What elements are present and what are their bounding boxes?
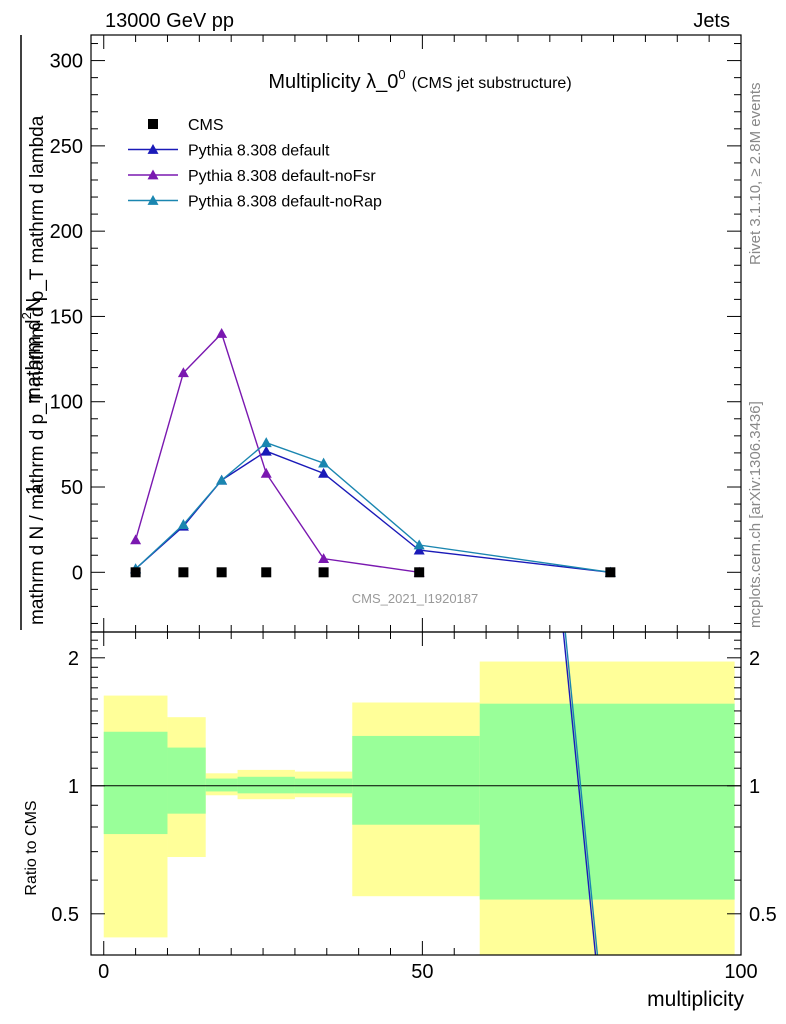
series-point-2-3 <box>260 467 272 478</box>
series-point-1-3 <box>260 445 272 456</box>
series-line-3 <box>135 441 611 573</box>
series-point-2-0 <box>130 534 142 545</box>
ratio-y-axis-title: Ratio to CMS <box>23 800 40 895</box>
legend: CMS Pythia 8.308 default Pythia 8.308 defa… <box>128 117 382 211</box>
y-axis-title: 1mathrm d2N mathrm d N / mathrm d p_T ma… <box>19 35 48 630</box>
series-point-3-1 <box>177 519 189 529</box>
legend-marker <box>148 119 158 129</box>
data-point-3 <box>261 567 272 578</box>
x-tick-label: 0 <box>98 961 109 983</box>
legend-label: Pythia 8.308 default-noFsr <box>188 168 376 185</box>
data-point-0 <box>130 567 141 578</box>
ratio-band-inner-0 <box>103 731 168 835</box>
plot-title: Multiplicity λ_00(CMS jet substructure) <box>268 67 571 93</box>
ratio-y-tick-label-right: 2 <box>749 648 760 670</box>
legend-label: Pythia 8.308 default <box>188 143 330 160</box>
watermark: CMS_2021_I1920187 <box>352 591 479 606</box>
ratio-frame <box>90 631 742 956</box>
data-point-5 <box>414 567 425 578</box>
series-point-3-4 <box>318 457 330 468</box>
y-tick-label: 0 <box>72 562 83 584</box>
ratio-panel: 0.5 0.5 1 1 2 2 <box>51 631 777 956</box>
legend-label: CMS <box>188 117 224 134</box>
legend-entry-1: Pythia 8.308 default <box>128 143 330 160</box>
legend-entry-2: Pythia 8.308 default-noFsr <box>128 168 376 185</box>
series-point-2-2 <box>216 328 228 338</box>
ratio-y-tick-label: 1 <box>68 776 79 798</box>
ratio-series-line-1 <box>564 632 599 955</box>
legend-marker <box>147 169 159 180</box>
source-label: mcplots.cern.ch [arXiv:1306.3436] <box>747 401 764 628</box>
y-axis-title-numerator: 1mathrm d2N <box>19 298 45 495</box>
rivet-version-label: Rivet 3.1.10, ≥ 2.8M events <box>747 83 764 266</box>
series-point-3-3 <box>260 437 272 448</box>
y-axis-title-denominator: mathrm d N / mathrm d p_T mathrm d p_T m… <box>27 115 48 625</box>
y-tick-label: 200 <box>50 221 83 243</box>
ratio-band-inner-3 <box>237 776 295 794</box>
ratio-band-inner-2 <box>205 778 238 792</box>
ratio-band-inner-5 <box>352 735 480 825</box>
x-axis-title: multiplicity <box>647 988 744 1011</box>
y-tick-label: 250 <box>50 136 83 158</box>
series-point-2-4 <box>318 553 330 564</box>
ratio-y-tick-label-right: 1 <box>749 776 760 798</box>
y-tick-label: 150 <box>50 306 83 328</box>
ratio-content <box>91 632 741 955</box>
legend-entry-0: CMS <box>148 117 224 134</box>
data-point-2 <box>216 567 227 578</box>
data-point-4 <box>318 567 329 578</box>
series-line-2 <box>134 332 420 573</box>
data-point-6 <box>605 567 616 578</box>
series-point-1-4 <box>318 467 330 478</box>
header-left: 13000 GeV pp <box>105 10 234 32</box>
ratio-band-inner-1 <box>167 747 206 814</box>
ratio-y-tick-label-right: 0.5 <box>749 904 777 926</box>
series-point-3-5 <box>413 539 425 550</box>
ratio-band-inner-6 <box>479 703 735 900</box>
x-tick-label: 50 <box>411 961 433 983</box>
y-tick-label: 300 <box>50 51 83 73</box>
legend-marker <box>147 144 159 154</box>
data-point-1 <box>178 567 189 578</box>
ratio-y-tick-label: 2 <box>68 648 79 670</box>
header-right: Jets <box>693 10 730 32</box>
ratio-series-line-0 <box>562 632 597 955</box>
legend-marker <box>147 195 159 205</box>
series-point-2-1 <box>177 367 189 378</box>
legend-entry-3: Pythia 8.308 default-noRap <box>128 194 382 211</box>
legend-label: Pythia 8.308 default-noRap <box>188 194 382 211</box>
ratio-y-tick-label: 0.5 <box>51 904 79 926</box>
series-point-3-2 <box>216 474 228 485</box>
series-line-1 <box>135 450 611 573</box>
x-tick-label: 100 <box>724 961 757 983</box>
y-tick-label: 50 <box>61 477 83 499</box>
y-tick-label: 100 <box>50 392 83 414</box>
series-point-1-5 <box>413 544 425 555</box>
